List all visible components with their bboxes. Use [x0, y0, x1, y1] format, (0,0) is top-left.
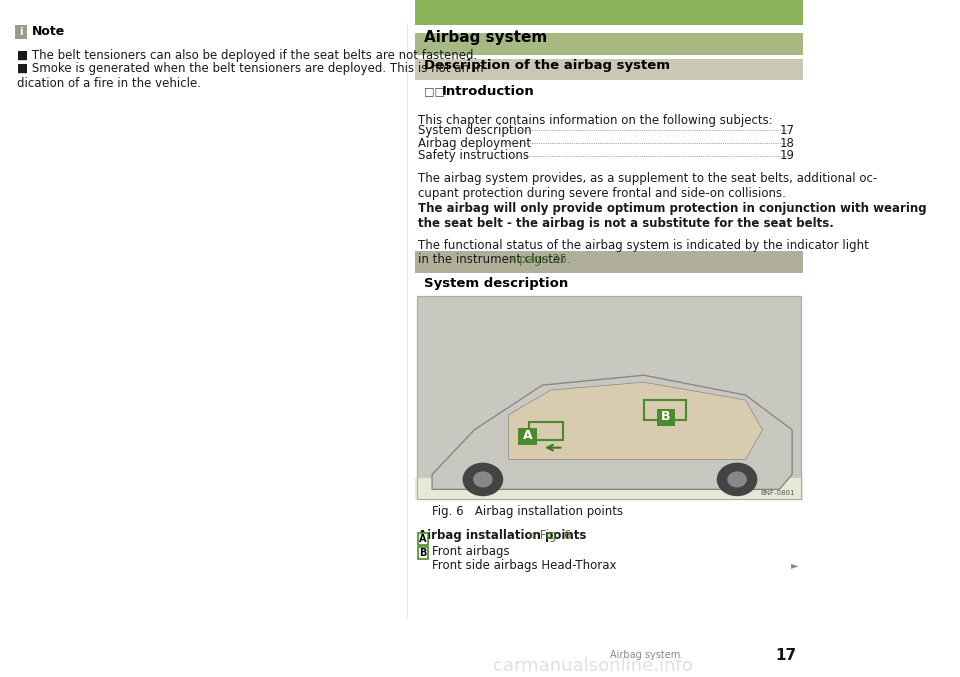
Text: System description: System description [418, 124, 531, 137]
Text: BNF-0801: BNF-0801 [760, 490, 795, 496]
Bar [415, 33, 804, 55]
Text: Fig. 6   Airbag installation points: Fig. 6 Airbag installation points [432, 504, 623, 518]
Circle shape [463, 462, 503, 496]
Bar [415, 479, 804, 500]
Bar [518, 428, 537, 445]
Polygon shape [432, 375, 792, 489]
Text: The airbag will only provide optimum protection in conjunction with wearing
the : The airbag will only provide optimum pro… [418, 202, 926, 230]
Text: Safety instructions: Safety instructions [418, 150, 529, 162]
Bar [415, 251, 804, 273]
Text: The airbag system provides, as a supplement to the seat belts, additional oc-
cu: The airbag system provides, as a supplem… [418, 172, 876, 200]
Bar [418, 533, 428, 545]
Circle shape [473, 471, 492, 487]
Text: Front airbags: Front airbags [432, 545, 510, 558]
Text: Front side airbags Head-Thorax: Front side airbags Head-Thorax [432, 559, 616, 572]
Text: B: B [420, 548, 426, 558]
Text: Airbag system: Airbag system [610, 650, 681, 660]
Text: Airbag deployment: Airbag deployment [418, 137, 531, 150]
Circle shape [728, 471, 747, 487]
Text: A: A [523, 429, 533, 442]
Text: Introduction: Introduction [442, 85, 534, 98]
Bar [417, 296, 802, 499]
Text: B: B [661, 410, 671, 423]
Bar [415, 59, 804, 81]
Text: » page 35.: » page 35. [508, 253, 571, 266]
Text: Airbag installation points: Airbag installation points [418, 529, 586, 542]
Text: ►: ► [790, 560, 798, 570]
Text: Airbag system: Airbag system [423, 30, 547, 45]
Text: i: i [19, 27, 23, 37]
Text: 19: 19 [780, 150, 795, 162]
Text: ■ Smoke is generated when the belt tensioners are deployed. This is not an in-
d: ■ Smoke is generated when the belt tensi… [17, 62, 488, 89]
Bar [644, 400, 686, 420]
Text: 17: 17 [780, 124, 795, 137]
Text: carmanualsonline.info: carmanualsonline.info [493, 657, 693, 675]
Text: Description of the airbag system: Description of the airbag system [423, 59, 669, 72]
Bar [418, 547, 428, 559]
Text: System description: System description [423, 278, 568, 290]
Text: 18: 18 [780, 137, 795, 150]
Text: □□: □□ [424, 87, 445, 96]
Text: ■ The belt tensioners can also be deployed if the seat belts are not fastened.: ■ The belt tensioners can also be deploy… [17, 49, 477, 62]
Bar [15, 25, 27, 39]
Bar [415, 0, 804, 25]
Circle shape [717, 462, 757, 496]
Text: This chapter contains information on the following subjects:: This chapter contains information on the… [418, 114, 773, 127]
Bar [417, 296, 802, 499]
Bar [657, 409, 675, 426]
Text: 17: 17 [776, 648, 797, 663]
Text: The functional status of the airbag system is indicated by the indicator light: The functional status of the airbag syst… [418, 239, 869, 253]
Text: A: A [419, 534, 426, 544]
Bar [530, 422, 564, 440]
Text: Note: Note [33, 25, 65, 39]
Polygon shape [508, 383, 762, 460]
Text: » Fig. 6: » Fig. 6 [525, 529, 571, 542]
Text: in the instrument cluster: in the instrument cluster [418, 253, 568, 266]
Bar [417, 296, 802, 499]
